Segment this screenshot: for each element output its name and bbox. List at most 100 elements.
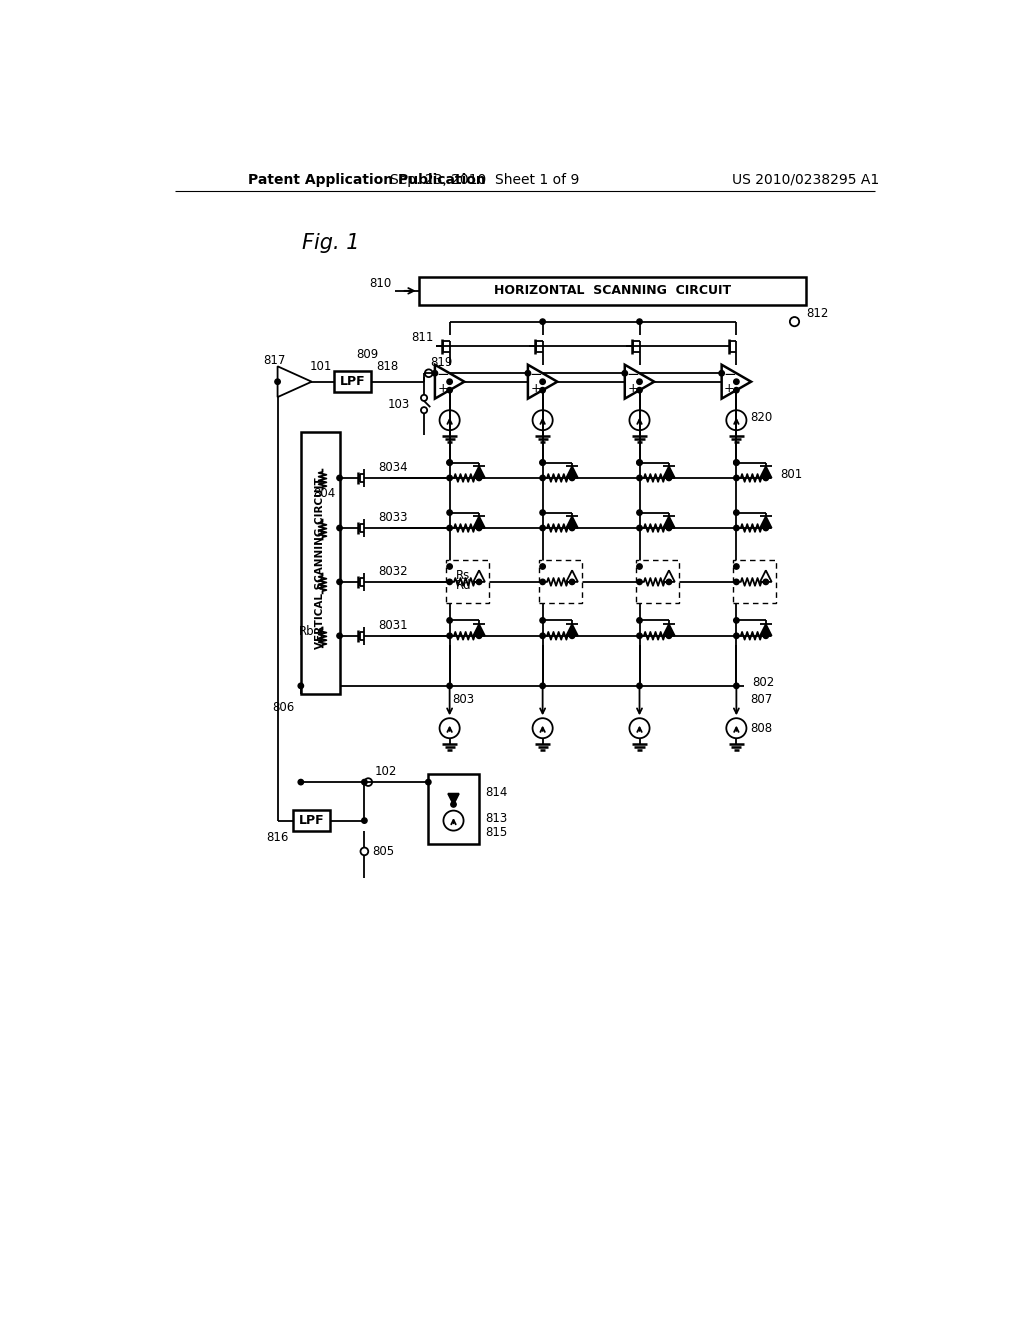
Circle shape xyxy=(446,379,453,384)
Circle shape xyxy=(733,379,739,384)
Polygon shape xyxy=(625,364,654,399)
Polygon shape xyxy=(566,516,578,528)
Circle shape xyxy=(637,388,642,393)
Circle shape xyxy=(667,525,672,531)
Circle shape xyxy=(637,564,642,569)
Circle shape xyxy=(733,459,739,465)
Circle shape xyxy=(446,579,453,585)
Polygon shape xyxy=(760,624,772,636)
Text: −: − xyxy=(436,367,450,383)
Text: 817: 817 xyxy=(263,354,286,367)
Circle shape xyxy=(337,525,342,531)
Circle shape xyxy=(446,459,453,465)
Polygon shape xyxy=(473,570,485,582)
Polygon shape xyxy=(528,364,557,399)
Circle shape xyxy=(667,579,672,585)
Text: 808: 808 xyxy=(751,722,772,735)
Circle shape xyxy=(540,388,546,393)
Circle shape xyxy=(569,634,574,639)
Circle shape xyxy=(667,475,672,480)
Polygon shape xyxy=(566,624,578,636)
Bar xyxy=(301,432,340,693)
Polygon shape xyxy=(473,624,485,636)
Text: 812: 812 xyxy=(806,308,828,321)
Polygon shape xyxy=(664,516,675,528)
Circle shape xyxy=(763,634,769,639)
Text: Sep. 23, 2010  Sheet 1 of 9: Sep. 23, 2010 Sheet 1 of 9 xyxy=(390,173,580,187)
Polygon shape xyxy=(435,364,464,399)
Text: 8033: 8033 xyxy=(378,511,408,524)
Circle shape xyxy=(637,510,642,515)
Text: 806: 806 xyxy=(272,701,295,714)
Bar xyxy=(539,560,583,603)
Circle shape xyxy=(361,779,367,785)
Circle shape xyxy=(540,459,546,465)
Polygon shape xyxy=(664,466,675,478)
Circle shape xyxy=(733,618,739,623)
Text: +: + xyxy=(724,381,734,395)
Text: 820: 820 xyxy=(751,412,772,425)
Text: 818: 818 xyxy=(376,360,398,372)
Circle shape xyxy=(446,634,453,639)
Circle shape xyxy=(719,371,724,376)
Text: LPF: LPF xyxy=(299,814,325,828)
Circle shape xyxy=(540,684,546,689)
Polygon shape xyxy=(760,570,772,582)
Text: VERTICAL SCANNING CIRCUIT: VERTICAL SCANNING CIRCUIT xyxy=(315,477,326,648)
Text: 816: 816 xyxy=(266,832,289,843)
Circle shape xyxy=(667,634,672,639)
Text: HORIZONTAL  SCANNING  CIRCUIT: HORIZONTAL SCANNING CIRCUIT xyxy=(494,284,731,297)
Bar xyxy=(334,371,372,392)
Circle shape xyxy=(540,564,546,569)
Circle shape xyxy=(733,475,739,480)
Circle shape xyxy=(637,525,642,531)
Circle shape xyxy=(274,379,281,384)
Text: US 2010/0238295 A1: US 2010/0238295 A1 xyxy=(732,173,880,187)
Circle shape xyxy=(540,459,546,465)
Text: +: + xyxy=(437,381,447,395)
Text: 8032: 8032 xyxy=(378,565,408,578)
Circle shape xyxy=(337,634,342,639)
Text: 103: 103 xyxy=(388,397,410,411)
Circle shape xyxy=(446,618,453,623)
Circle shape xyxy=(540,618,546,623)
Text: 8034: 8034 xyxy=(378,461,408,474)
Circle shape xyxy=(733,510,739,515)
Circle shape xyxy=(733,525,739,531)
Text: Rs: Rs xyxy=(456,569,470,582)
Bar xyxy=(293,810,331,832)
Circle shape xyxy=(540,319,546,325)
Circle shape xyxy=(426,779,431,785)
Circle shape xyxy=(637,634,642,639)
Polygon shape xyxy=(722,364,751,399)
Circle shape xyxy=(622,371,628,376)
Text: 815: 815 xyxy=(485,825,507,838)
Circle shape xyxy=(569,579,574,585)
Circle shape xyxy=(540,579,546,585)
Circle shape xyxy=(476,579,481,585)
Circle shape xyxy=(540,510,546,515)
Circle shape xyxy=(569,475,574,480)
Circle shape xyxy=(476,525,481,531)
Text: 807: 807 xyxy=(751,693,772,706)
Circle shape xyxy=(525,371,530,376)
Circle shape xyxy=(763,525,769,531)
Text: 809: 809 xyxy=(356,348,379,362)
Text: 102: 102 xyxy=(375,764,397,777)
Circle shape xyxy=(446,510,453,515)
Polygon shape xyxy=(449,793,459,804)
Text: 813: 813 xyxy=(485,812,507,825)
Text: −: − xyxy=(723,367,736,383)
Circle shape xyxy=(733,634,739,639)
Bar xyxy=(732,560,776,603)
Text: Fig. 1: Fig. 1 xyxy=(302,234,359,253)
Polygon shape xyxy=(566,570,578,582)
Circle shape xyxy=(361,818,367,824)
Circle shape xyxy=(446,564,453,569)
Circle shape xyxy=(733,579,739,585)
Polygon shape xyxy=(760,466,772,478)
Circle shape xyxy=(337,579,342,585)
Circle shape xyxy=(763,475,769,480)
Circle shape xyxy=(733,564,739,569)
Text: −: − xyxy=(626,367,639,383)
